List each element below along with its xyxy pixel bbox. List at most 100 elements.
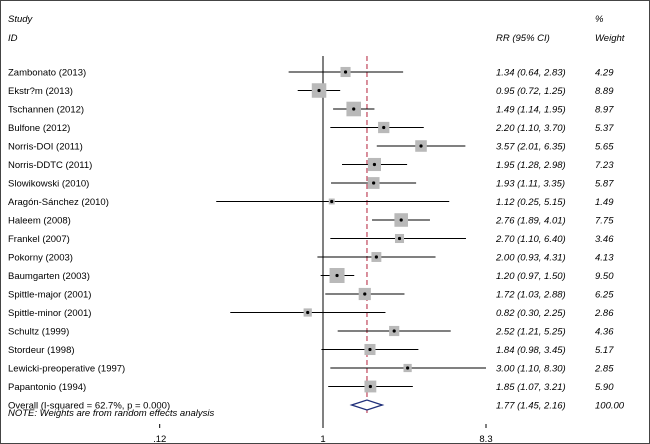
ci-text: 1.93 (1.11, 3.35) xyxy=(496,179,565,190)
ci-text: 1.12 (0.25, 5.15) xyxy=(496,197,566,208)
study-label: Study xyxy=(8,14,34,25)
study-row: Lewicki-preoperative (1997) 3.00 (1.10, 8… xyxy=(8,364,614,375)
weight-text: 6.25 xyxy=(595,290,614,301)
point-estimate xyxy=(317,88,321,93)
point-estimate xyxy=(392,329,396,333)
study-id: Stordeur (1998) xyxy=(8,345,75,356)
study-id: Lewicki-preoperative (1997) xyxy=(8,364,125,375)
study-row: Baumgarten (2003) 1.20 (0.97, 1.50) 9.50 xyxy=(8,268,614,283)
point-estimate xyxy=(372,162,377,167)
ci-text: 0.95 (0.72, 1.25) xyxy=(496,86,566,97)
study-row: Norris-DDTC (2011) 1.95 (1.28, 2.98) 7.23 xyxy=(8,157,614,172)
weight-text: 4.13 xyxy=(595,253,614,264)
weight-text: 8.97 xyxy=(595,105,614,116)
study-id: Tschannen (2012) xyxy=(8,105,84,116)
overall-row: Overall (I-squared = 62.7%, p = 0.000) 1.… xyxy=(8,399,625,412)
study-row: Norris-DOI (2011) 3.57 (2.01, 6.35) 5.65 xyxy=(8,140,614,153)
ci-text: 1.34 (0.64, 2.83) xyxy=(496,68,566,79)
ci-text: 1.72 (1.03, 2.88) xyxy=(496,290,566,301)
point-estimate xyxy=(372,181,376,185)
ci-text: 2.20 (1.10, 3.70) xyxy=(495,123,566,134)
weight-text: 7.23 xyxy=(595,160,614,171)
weight-text: 4.29 xyxy=(595,68,614,79)
note-text: NOTE: Weights are from random effects an… xyxy=(8,408,215,419)
ci-text: 1.85 (1.07, 3.21) xyxy=(496,382,566,393)
x-tick-label: 1 xyxy=(320,434,325,444)
study-id: Schultz (1999) xyxy=(8,327,69,338)
study-row: Schultz (1999) 2.52 (1.21, 5.25) 4.36 xyxy=(8,325,614,338)
x-tick-label: 8.3 xyxy=(479,434,492,444)
point-estimate xyxy=(352,107,356,111)
study-row: Ekstr?m (2013) 0.95 (0.72, 1.25) 8.89 xyxy=(8,83,614,98)
ci-text: 2.52 (1.21, 5.25) xyxy=(495,327,566,338)
weight-text: 2.86 xyxy=(594,308,614,319)
point-estimate xyxy=(363,292,367,296)
study-row: Haleem (2008) 2.76 (1.89, 4.01) 7.75 xyxy=(8,213,614,227)
overall-diamond xyxy=(349,399,385,411)
point-estimate xyxy=(306,310,310,315)
study-row: Spittle-minor (2001) 0.82 (0.30, 2.25) 2.8… xyxy=(8,308,614,319)
study-id: Spittle-minor (2001) xyxy=(8,308,91,319)
weight-label: Weight xyxy=(595,33,625,44)
point-estimate xyxy=(330,199,334,204)
point-estimate xyxy=(368,384,372,389)
study-id: Norris-DDTC (2011) xyxy=(8,160,92,171)
study-id: Bulfone (2012) xyxy=(8,123,70,134)
study-id: Zambonato (2013) xyxy=(8,68,86,79)
ci-text: 1.95 (1.28, 2.98) xyxy=(496,160,566,171)
weight-text: 8.89 xyxy=(595,86,614,97)
weight-text: 9.50 xyxy=(595,271,614,282)
study-row: Slowikowski (2010) 1.93 (1.11, 3.35) 5.87 xyxy=(8,177,614,190)
study-rows: Zambonato (2013) 1.34 (0.64, 2.83) 4.29 Eks… xyxy=(8,66,614,393)
x-axis-ticks: .12 1 8.3 xyxy=(153,424,493,444)
study-row: Tschannen (2012) 1.49 (1.14, 1.95) 8.97 xyxy=(8,101,614,117)
ci-text: 2.76 (1.89, 4.01) xyxy=(495,216,566,227)
study-row: Spittle-major (2001) 1.72 (1.03, 2.88) 6.2… xyxy=(8,287,614,301)
study-row: Bulfone (2012) 2.20 (1.10, 3.70) 5.37 xyxy=(8,121,614,134)
study-row: Papantonio (1994) 1.85 (1.07, 3.21) 5.90 xyxy=(8,380,614,393)
overall-ci-text: 1.77 (1.45, 2.16) xyxy=(496,401,566,412)
weight-text: 5.87 xyxy=(595,179,614,190)
study-id: Pokorny (2003) xyxy=(8,253,73,264)
point-estimate xyxy=(419,144,423,148)
ci-text: 1.20 (0.97, 1.50) xyxy=(496,271,566,282)
weight-text: 4.36 xyxy=(595,327,614,338)
ci-text: 0.82 (0.30, 2.25) xyxy=(496,308,566,319)
ci-text: 2.70 (1.10, 6.40) xyxy=(495,234,566,245)
weight-text: 1.49 xyxy=(595,197,614,208)
study-id: Ekstr?m (2013) xyxy=(8,86,73,97)
study-row: Aragón-Sánchez (2010) 1.12 (0.25, 5.15) 1.… xyxy=(8,197,614,208)
point-estimate xyxy=(406,366,410,370)
study-id: Baumgarten (2003) xyxy=(8,271,90,282)
id-label: ID xyxy=(8,33,18,44)
point-estimate xyxy=(397,236,402,241)
study-id: Aragón-Sánchez (2010) xyxy=(8,197,109,208)
point-estimate xyxy=(399,218,403,222)
pct-label: % xyxy=(595,14,604,25)
study-id: Slowikowski (2010) xyxy=(8,179,89,190)
ci-text: 3.00 (1.10, 8.30) xyxy=(496,364,566,375)
weight-text: 3.46 xyxy=(595,234,614,245)
study-row: Frankel (2007) 2.70 (1.10, 6.40) 3.46 xyxy=(8,233,614,245)
x-tick-label: .12 xyxy=(153,434,166,444)
weight-text: 7.75 xyxy=(595,216,614,227)
weight-text: 2.85 xyxy=(594,364,614,375)
point-estimate xyxy=(374,255,378,259)
ci-text: 2.00 (0.93, 4.31) xyxy=(495,253,566,264)
effect-label: RR (95% CI) xyxy=(496,33,550,44)
ci-text: 3.57 (2.01, 6.35) xyxy=(496,142,566,153)
study-id: Norris-DOI (2011) xyxy=(8,142,83,153)
weight-text: 5.65 xyxy=(595,142,614,153)
point-estimate xyxy=(368,347,372,352)
study-id: Haleem (2008) xyxy=(8,216,71,227)
point-estimate xyxy=(343,70,348,74)
point-estimate xyxy=(382,125,386,130)
ci-text: 1.84 (0.98, 3.45) xyxy=(496,345,566,356)
study-row: Pokorny (2003) 2.00 (0.93, 4.31) 4.13 xyxy=(8,252,614,264)
weight-text: 5.37 xyxy=(595,123,614,134)
study-id: Papantonio (1994) xyxy=(8,382,86,393)
study-row: Stordeur (1998) 1.84 (0.98, 3.45) 5.17 xyxy=(8,343,614,356)
study-id: Spittle-major (2001) xyxy=(8,290,91,301)
